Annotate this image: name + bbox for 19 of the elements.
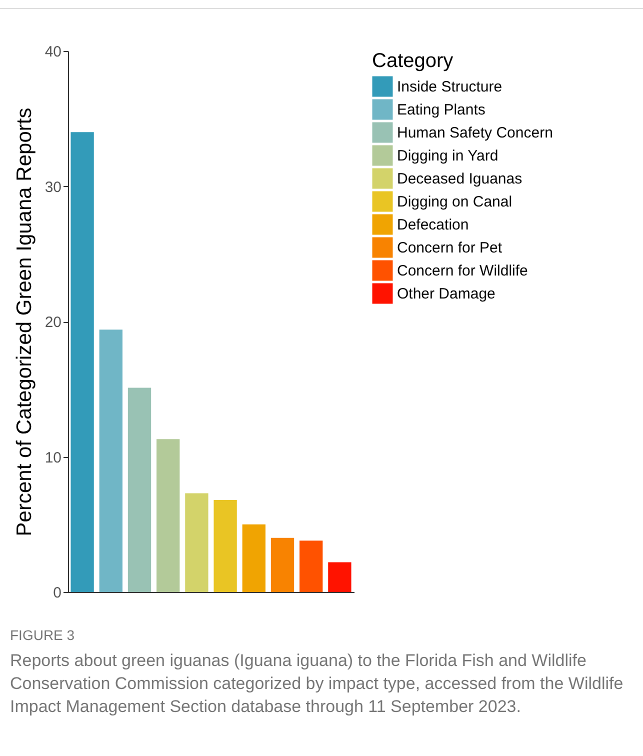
legend-label: Defecation (397, 216, 469, 234)
legend-title: Category (372, 50, 454, 72)
y-tick-label: 10 (44, 449, 62, 466)
legend-label: Eating Plants (397, 102, 486, 118)
legend-label: Concern for Wildlife (397, 262, 528, 280)
caption: FIGURE 3 (10, 627, 76, 643)
legend-label: Concern for Pet (397, 240, 503, 256)
y-tick-label: 30 (44, 178, 62, 196)
legend-label: Other Damage (397, 286, 496, 302)
legend-label: Digging on Canal (397, 194, 512, 210)
y-tick-label: 20 (44, 314, 62, 331)
legend-label: Human Safety Concern (397, 124, 553, 142)
y-tick-label: 40 (44, 44, 62, 60)
y-axis-title: Percent of Categorized Green Iguana Reports (12, 108, 36, 536)
y-tick-label: 0 (53, 584, 62, 602)
legend-label: Inside Structure (397, 78, 502, 96)
text: Reports about green iguanas (Iguana iguana) to the Florida Fish and Wildlife Conservation Commission categorized by impact type, accessed from the Wildlife Impact Management Section database through 11 September 2023. (10, 650, 624, 718)
legend-label: Deceased Iguanas (397, 170, 522, 188)
legend-label: Digging in Yard (397, 148, 498, 164)
